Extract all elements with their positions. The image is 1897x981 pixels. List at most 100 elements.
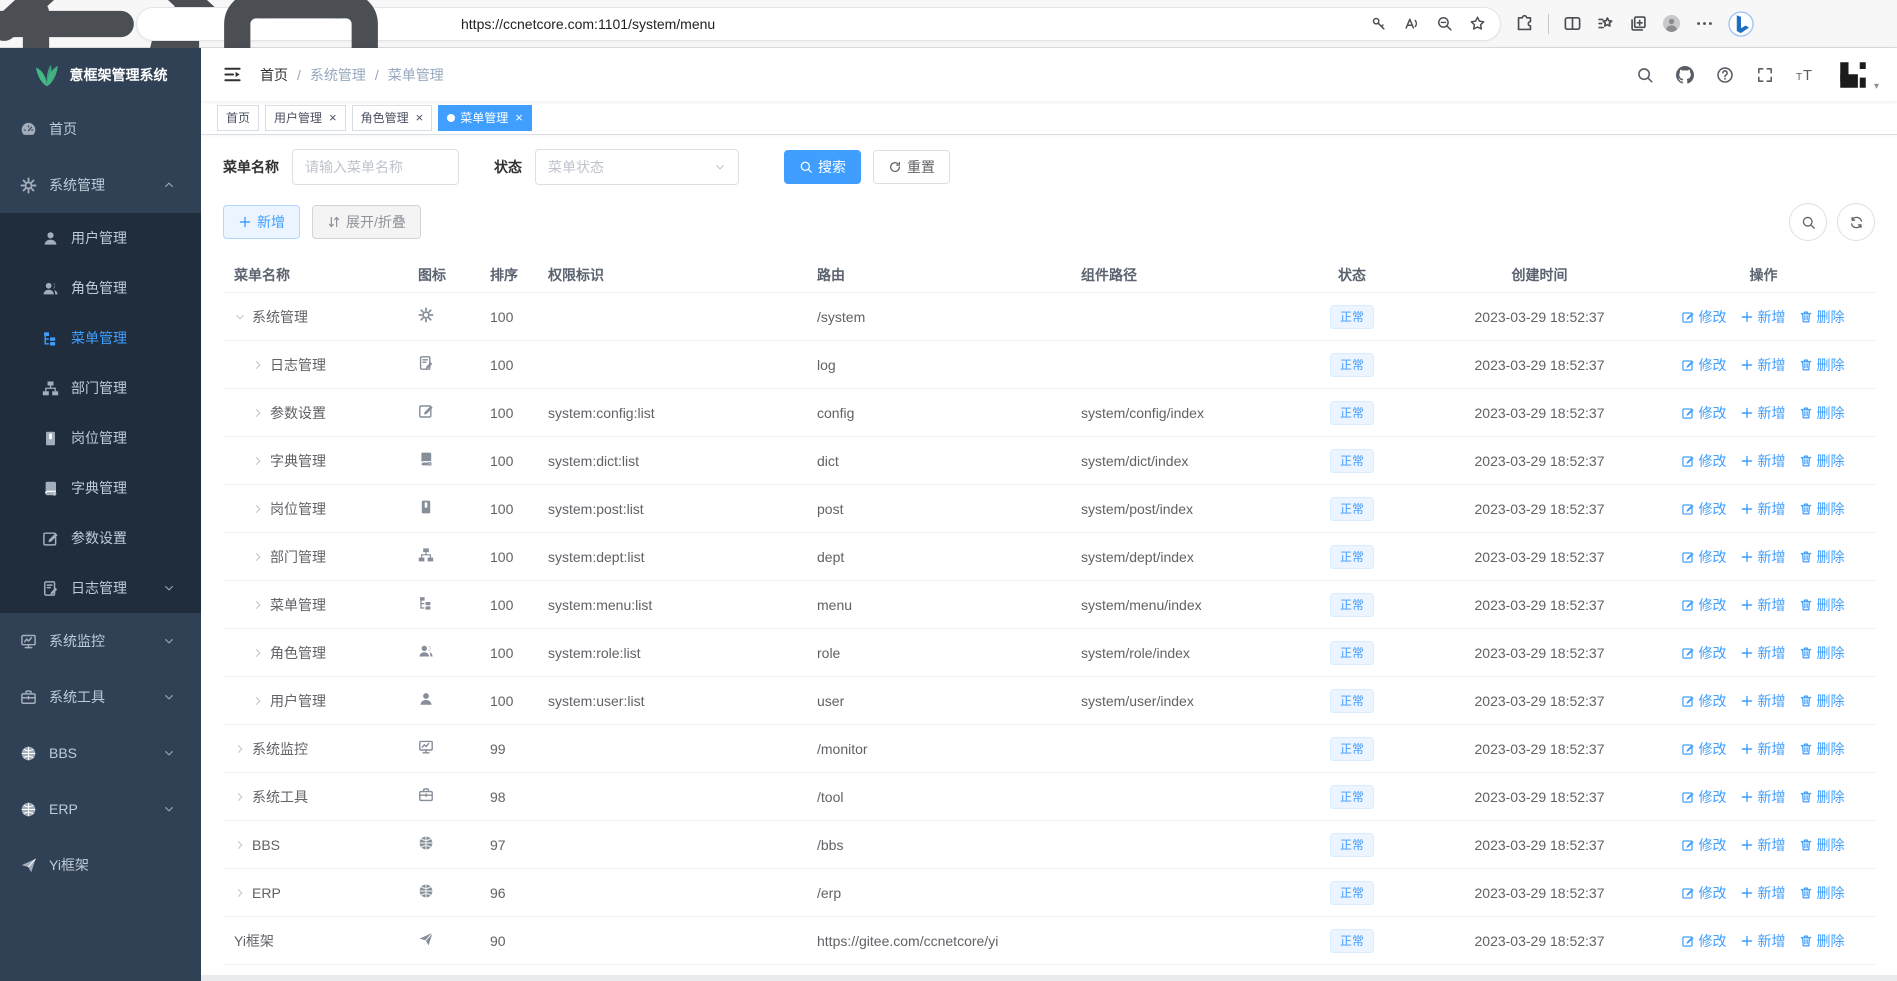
add-button[interactable]: 新增 [223, 205, 300, 239]
tab-close-icon[interactable]: × [515, 110, 523, 125]
expand-row-icon[interactable] [234, 743, 246, 755]
sidebar-item-14[interactable]: Yi框架 [0, 837, 201, 893]
edit-action-link[interactable]: 修改 [1681, 451, 1727, 471]
sidebar-item-7[interactable]: 字典管理 [0, 463, 201, 513]
expand-row-icon[interactable] [252, 359, 264, 371]
sidebar-item-13[interactable]: ERP [0, 781, 201, 837]
favorites-icon[interactable] [1596, 14, 1615, 33]
delete-action-link[interactable]: 删除 [1799, 691, 1845, 711]
delete-action-link[interactable]: 删除 [1799, 595, 1845, 615]
reset-button[interactable]: 重置 [873, 150, 950, 184]
collapse-sidebar-icon[interactable] [223, 65, 242, 84]
edit-action-link[interactable]: 修改 [1681, 931, 1727, 951]
browser-home-button[interactable] [0, 0, 231, 131]
add-action-link[interactable]: 新增 [1740, 835, 1786, 855]
tab-2[interactable]: 角色管理 × [351, 104, 433, 131]
delete-action-link[interactable]: 删除 [1799, 547, 1845, 567]
github-icon[interactable] [1675, 65, 1694, 84]
more-icon[interactable] [1695, 14, 1714, 33]
expand-row-icon[interactable] [234, 839, 246, 851]
delete-action-link[interactable]: 删除 [1799, 451, 1845, 471]
address-bar[interactable]: https://ccnetcore.com:1101/system/menu [136, 0, 1501, 123]
expand-row-icon[interactable] [252, 455, 264, 467]
delete-action-link[interactable]: 删除 [1799, 883, 1845, 903]
expand-row-icon[interactable] [234, 887, 246, 899]
edit-action-link[interactable]: 修改 [1681, 547, 1727, 567]
tab-3[interactable]: 菜单管理 × [438, 104, 532, 131]
sidebar-item-5[interactable]: 部门管理 [0, 363, 201, 413]
tab-close-icon[interactable]: × [415, 110, 424, 125]
expand-row-icon[interactable] [252, 599, 264, 611]
sidebar-item-3[interactable]: 角色管理 [0, 263, 201, 313]
sidebar-item-2[interactable]: 用户管理 [0, 213, 201, 263]
delete-action-link[interactable]: 删除 [1799, 931, 1845, 951]
zoom-out-icon[interactable] [1436, 15, 1453, 32]
expand-row-icon[interactable] [252, 551, 264, 563]
tab-1[interactable]: 用户管理 × [265, 104, 346, 131]
expand-row-icon[interactable] [234, 791, 246, 803]
show-search-button[interactable] [1789, 203, 1827, 241]
expand-row-icon[interactable] [252, 503, 264, 515]
sidebar-logo[interactable]: 意框架管理系统 [0, 48, 201, 101]
delete-action-link[interactable]: 删除 [1799, 643, 1845, 663]
user-menu[interactable]: ▾ [1835, 57, 1879, 92]
breadcrumb-menu[interactable]: 菜单管理 [387, 66, 444, 83]
status-select[interactable]: 菜单状态 [535, 149, 739, 185]
tab-0[interactable]: 首页 [217, 104, 260, 131]
sidebar-item-8[interactable]: 参数设置 [0, 513, 201, 563]
add-action-link[interactable]: 新增 [1740, 403, 1786, 423]
menu-name-input[interactable] [292, 149, 459, 185]
delete-action-link[interactable]: 删除 [1799, 739, 1845, 759]
edit-action-link[interactable]: 修改 [1681, 403, 1727, 423]
delete-action-link[interactable]: 删除 [1799, 499, 1845, 519]
question-icon[interactable] [1716, 66, 1734, 84]
refresh-table-button[interactable] [1837, 203, 1875, 241]
sidebar-item-9[interactable]: 日志管理 [0, 563, 201, 613]
add-action-link[interactable]: 新增 [1740, 787, 1786, 807]
tab-close-icon[interactable]: × [329, 110, 337, 125]
edit-action-link[interactable]: 修改 [1681, 499, 1727, 519]
sidebar-item-11[interactable]: 系统工具 [0, 669, 201, 725]
edit-action-link[interactable]: 修改 [1681, 595, 1727, 615]
delete-action-link[interactable]: 删除 [1799, 355, 1845, 375]
collections-icon[interactable] [1629, 14, 1648, 33]
sidebar-item-4[interactable]: 菜单管理 [0, 313, 201, 363]
add-action-link[interactable]: 新增 [1740, 643, 1786, 663]
add-action-link[interactable]: 新增 [1740, 547, 1786, 567]
breadcrumb-system[interactable]: 系统管理 [309, 66, 366, 83]
fullscreen-icon[interactable] [1756, 66, 1774, 84]
add-action-link[interactable]: 新增 [1740, 691, 1786, 711]
add-action-link[interactable]: 新增 [1740, 355, 1786, 375]
delete-action-link[interactable]: 删除 [1799, 403, 1845, 423]
breadcrumb-home[interactable]: 首页 [260, 66, 288, 83]
edit-action-link[interactable]: 修改 [1681, 883, 1727, 903]
add-action-link[interactable]: 新增 [1740, 307, 1786, 327]
favorite-add-icon[interactable] [1469, 15, 1486, 32]
avatar[interactable] [1835, 57, 1870, 92]
add-action-link[interactable]: 新增 [1740, 931, 1786, 951]
add-action-link[interactable]: 新增 [1740, 499, 1786, 519]
add-action-link[interactable]: 新增 [1740, 451, 1786, 471]
edit-action-link[interactable]: 修改 [1681, 835, 1727, 855]
sidebar-item-0[interactable]: 首页 [0, 101, 201, 157]
expand-collapse-button[interactable]: 展开/折叠 [312, 205, 421, 239]
bing-icon[interactable] [1728, 10, 1754, 37]
extensions-icon[interactable] [1515, 14, 1534, 33]
profile-icon[interactable] [1662, 14, 1681, 33]
add-action-link[interactable]: 新增 [1740, 739, 1786, 759]
edit-action-link[interactable]: 修改 [1681, 691, 1727, 711]
key-icon[interactable] [1370, 15, 1387, 32]
collapse-row-icon[interactable] [234, 311, 246, 323]
sidebar-item-6[interactable]: 岗位管理 [0, 413, 201, 463]
delete-action-link[interactable]: 删除 [1799, 835, 1845, 855]
sidebar-item-12[interactable]: BBS [0, 725, 201, 781]
delete-action-link[interactable]: 删除 [1799, 787, 1845, 807]
edit-action-link[interactable]: 修改 [1681, 355, 1727, 375]
edit-action-link[interactable]: 修改 [1681, 787, 1727, 807]
split-screen-icon[interactable] [1563, 14, 1582, 33]
read-aloud-icon[interactable] [1403, 15, 1420, 32]
sidebar-item-1[interactable]: 系统管理 [0, 157, 201, 213]
add-action-link[interactable]: 新增 [1740, 595, 1786, 615]
edit-action-link[interactable]: 修改 [1681, 739, 1727, 759]
